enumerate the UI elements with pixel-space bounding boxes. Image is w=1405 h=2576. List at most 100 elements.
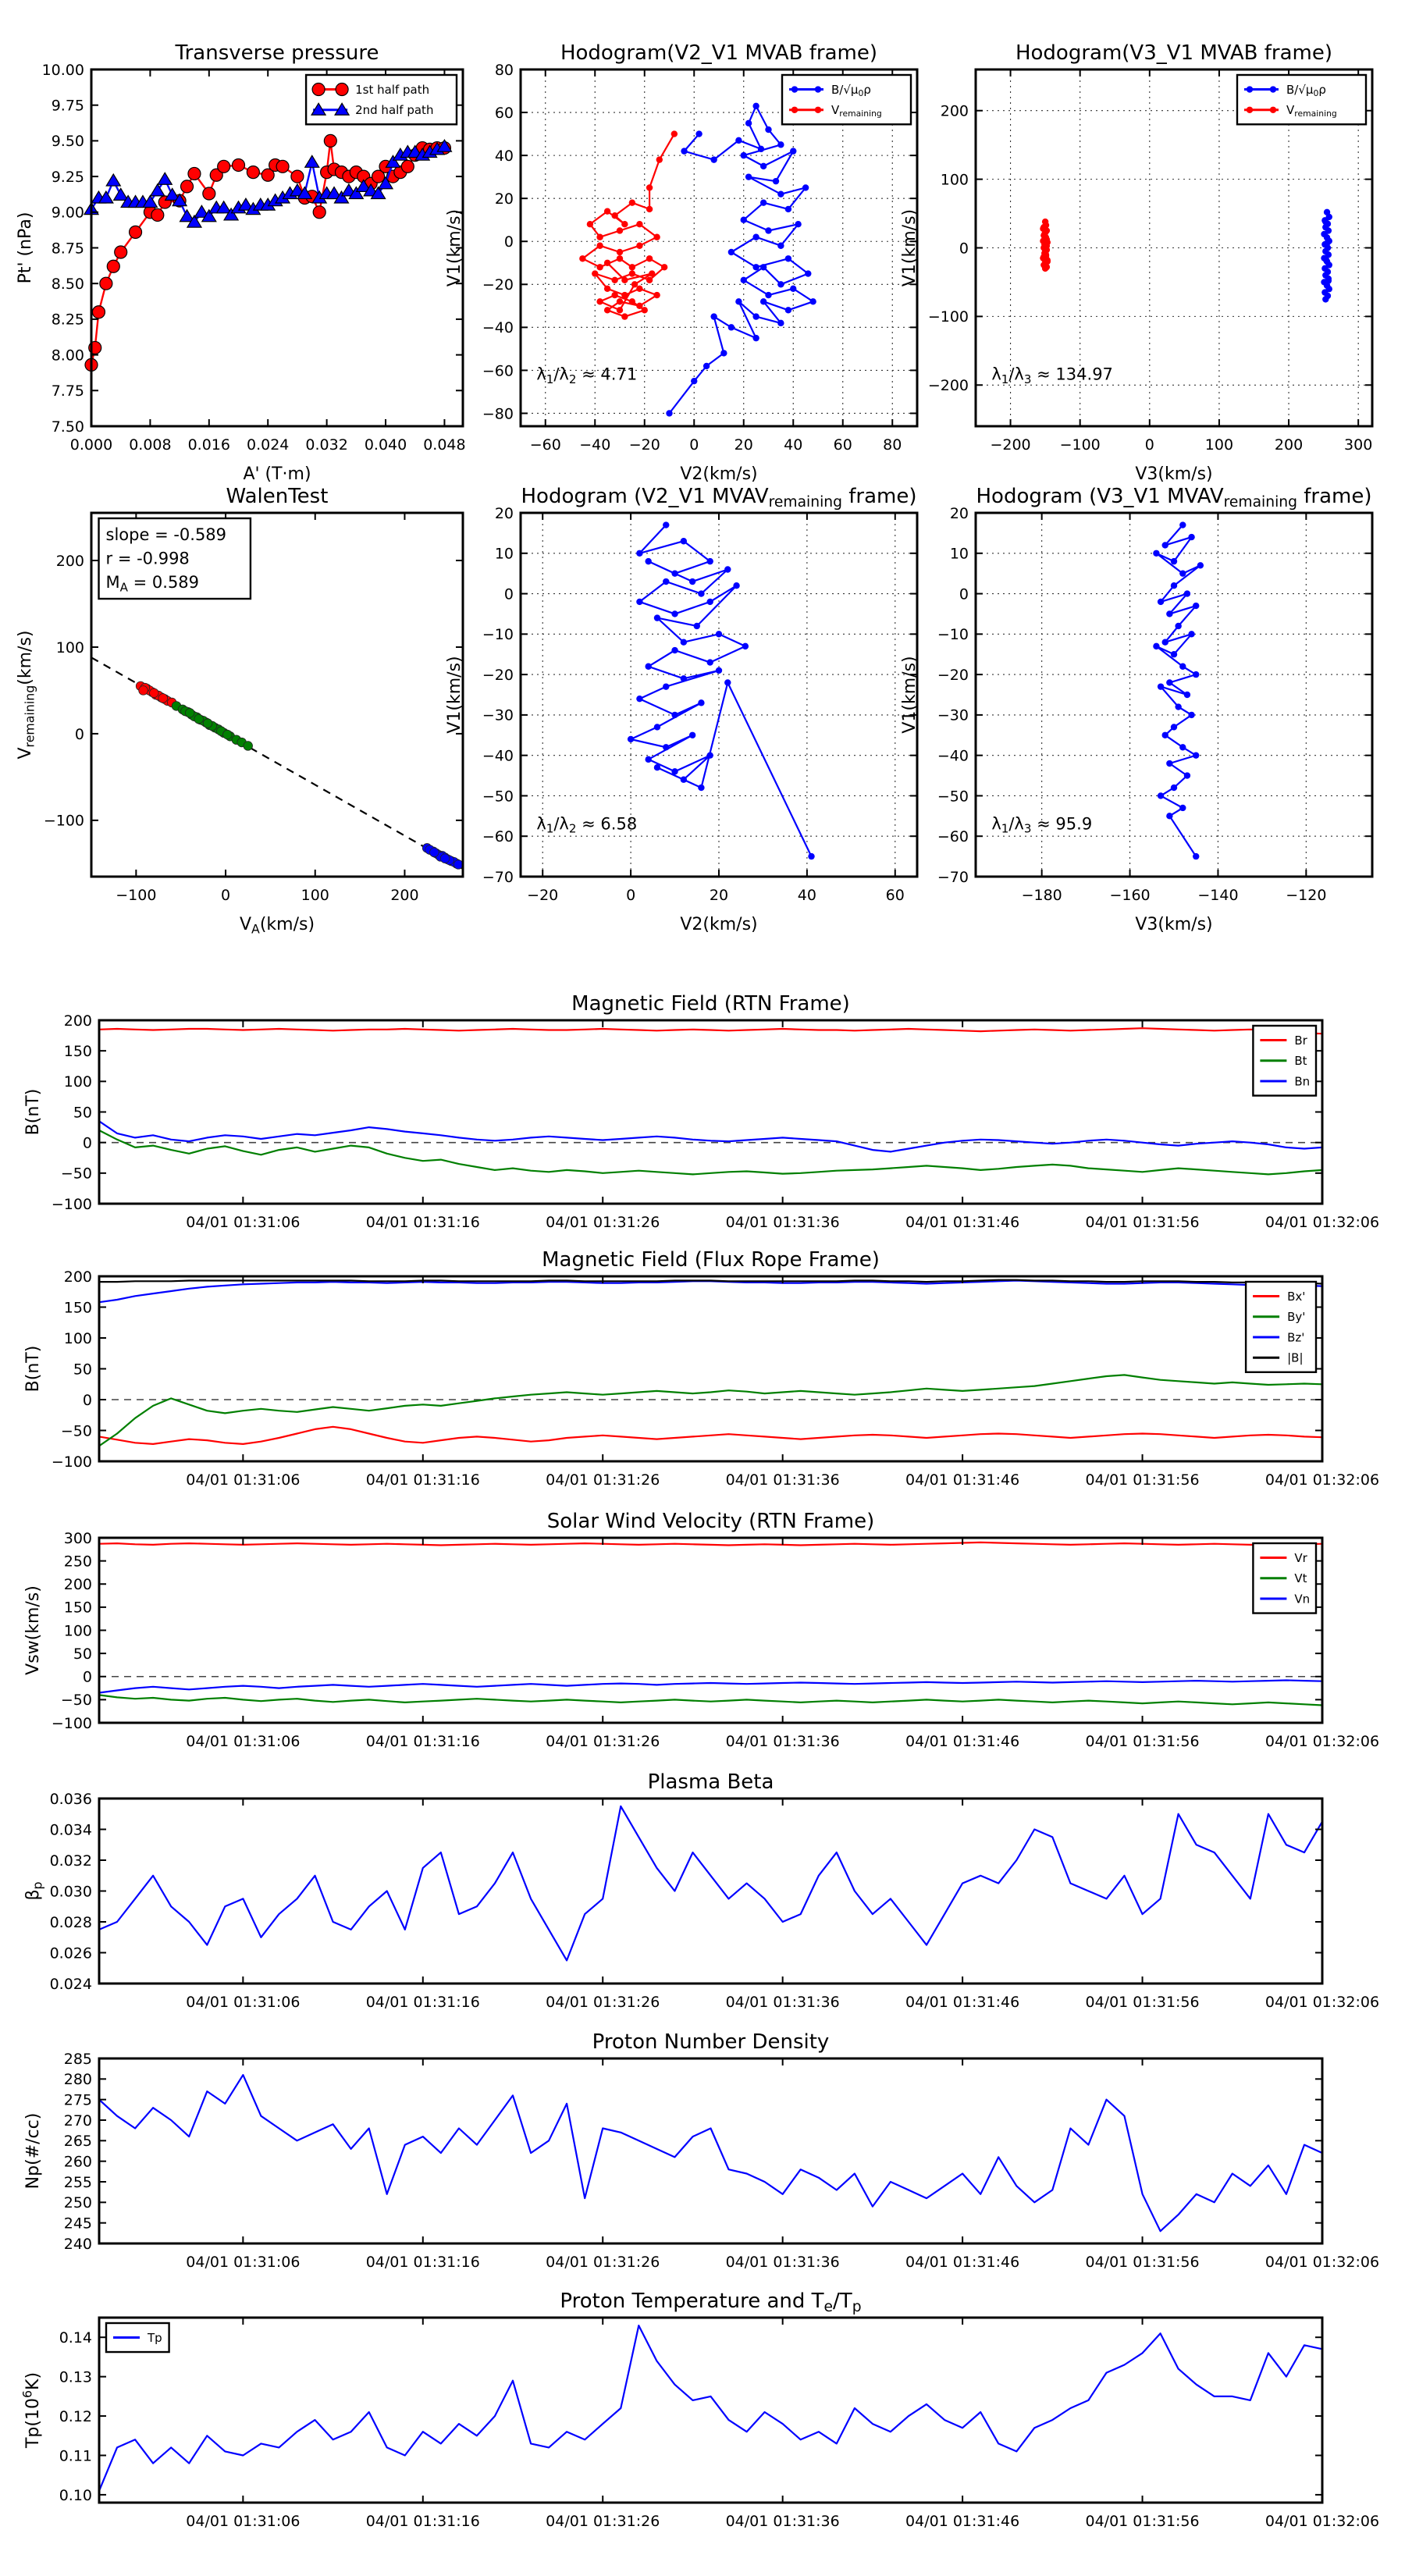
y-tick-label: 200 bbox=[56, 553, 84, 570]
y-tick-label: 240 bbox=[64, 2236, 92, 2253]
marker-dot bbox=[759, 199, 767, 206]
marker-dot bbox=[671, 711, 678, 719]
y-tick-label: −50 bbox=[61, 1422, 92, 1439]
x-tick-label: 0.016 bbox=[188, 436, 230, 454]
marker-dot bbox=[1179, 804, 1186, 812]
marker-dot bbox=[592, 270, 599, 277]
y-tick-label: 0.032 bbox=[50, 1852, 92, 1870]
x-tick-label: 0.032 bbox=[305, 436, 347, 454]
marker-dot bbox=[715, 631, 723, 638]
marker-dot bbox=[1183, 691, 1191, 699]
x-axis-label: V3(km/s) bbox=[1135, 915, 1212, 934]
marker-circle bbox=[151, 208, 165, 222]
marker-dot bbox=[243, 741, 253, 751]
marker-dot bbox=[759, 264, 767, 271]
marker-dot bbox=[680, 675, 688, 682]
y-tick-label: 0.030 bbox=[50, 1883, 92, 1900]
x-tick-label: 04/01 01:31:36 bbox=[726, 1733, 840, 1750]
marker-dot bbox=[1157, 683, 1165, 690]
marker-dot bbox=[752, 334, 759, 342]
legend-label: Br bbox=[1294, 1034, 1307, 1048]
marker-dot bbox=[631, 281, 638, 288]
marker-dot bbox=[628, 298, 636, 305]
marker-triangle bbox=[325, 186, 343, 200]
marker-dot bbox=[688, 578, 696, 585]
marker-dot bbox=[616, 248, 624, 256]
y-tick-label: 0 bbox=[504, 585, 514, 603]
y-tick-label: 10 bbox=[495, 546, 514, 563]
y-tick-label: −20 bbox=[482, 667, 514, 684]
marker-dot bbox=[680, 538, 688, 545]
y-tick-label: −60 bbox=[482, 828, 514, 845]
chart-walen-test: −100 0 100 200 −100 0 100 200 WalenTest VA(km/s) V… bbox=[16, 485, 464, 936]
lambda-ratio-annotation: λ1/λ3 ≈ 134.97 bbox=[991, 365, 1113, 386]
x-tick-label: −100 bbox=[1060, 436, 1101, 454]
marker-dot bbox=[759, 298, 767, 305]
marker-dot bbox=[680, 776, 688, 783]
marker-dot bbox=[706, 557, 713, 565]
marker-dot bbox=[752, 264, 759, 271]
marker-circle bbox=[311, 82, 325, 97]
legend-label: Tp bbox=[147, 2331, 162, 2345]
x-tick-label: 04/01 01:31:56 bbox=[1085, 1471, 1199, 1489]
marker-circle bbox=[276, 159, 290, 173]
marker-dot bbox=[579, 255, 586, 262]
marker-dot bbox=[158, 693, 168, 703]
y-tick-label: −60 bbox=[937, 828, 969, 845]
legend-label: 1st half path bbox=[355, 83, 429, 97]
marker-dot bbox=[702, 362, 710, 370]
y-tick-label: 9.00 bbox=[52, 205, 84, 222]
marker-dot bbox=[660, 264, 668, 271]
y-tick-label: −60 bbox=[482, 362, 514, 379]
marker-dot bbox=[454, 859, 464, 870]
y-tick-label: 10 bbox=[950, 546, 969, 563]
marker-triangle bbox=[149, 183, 165, 197]
x-tick-label: 04/01 01:32:06 bbox=[1265, 1994, 1379, 2011]
y-tick-label: 100 bbox=[64, 1622, 92, 1639]
marker-dot bbox=[611, 276, 618, 283]
y-tick-label: 285 bbox=[64, 2051, 92, 2068]
marker-dot bbox=[1188, 533, 1195, 541]
marker-circle bbox=[261, 168, 275, 182]
axes-frame bbox=[98, 1019, 1324, 1205]
legend-label: B/√μ0ρ bbox=[1286, 83, 1326, 98]
marker-dot bbox=[666, 410, 673, 417]
x-tick-label: 04/01 01:31:56 bbox=[1085, 1214, 1199, 1231]
x-tick-label: 04/01 01:31:06 bbox=[186, 1733, 300, 1750]
marker-dot bbox=[222, 729, 233, 740]
chart-title: Plasma Beta bbox=[648, 1770, 774, 1794]
marker-dot bbox=[695, 130, 702, 137]
marker-dot bbox=[1041, 229, 1049, 237]
legend-label: 2nd half path bbox=[355, 103, 433, 117]
marker-circle bbox=[180, 180, 194, 194]
y-tick-label: 265 bbox=[64, 2133, 92, 2150]
y-tick-label: −100 bbox=[928, 308, 969, 326]
y-tick-label: 0.14 bbox=[59, 2329, 92, 2347]
marker-dot bbox=[733, 582, 740, 589]
y-tick-label: 50 bbox=[73, 1646, 92, 1663]
y-axis-label: Vsw(km/s) bbox=[23, 1585, 43, 1675]
chart-title: Transverse pressure bbox=[175, 41, 379, 65]
y-tick-label: −40 bbox=[482, 319, 514, 336]
marker-dot bbox=[706, 598, 713, 606]
marker-dot bbox=[1193, 852, 1200, 860]
series-Vr bbox=[98, 1541, 1323, 1546]
y-tick-label: 200 bbox=[64, 1268, 92, 1286]
marker-dot bbox=[616, 227, 624, 234]
marker-dot bbox=[1157, 598, 1165, 606]
y-tick-label: −100 bbox=[52, 1196, 92, 1213]
marker-dot bbox=[720, 350, 727, 357]
marker-dot bbox=[641, 307, 648, 314]
marker-circle bbox=[217, 159, 231, 173]
stats-textbox bbox=[98, 517, 252, 600]
marker-triangle bbox=[311, 102, 327, 116]
marker-dot bbox=[1166, 679, 1173, 686]
y-tick-label: 0 bbox=[959, 585, 969, 603]
legend-label: By' bbox=[1287, 1310, 1305, 1324]
x-tick-label: 04/01 01:31:16 bbox=[366, 1471, 480, 1489]
marker-dot bbox=[1188, 631, 1195, 638]
marker-dot bbox=[603, 208, 611, 215]
marker-dot bbox=[628, 270, 636, 277]
marker-dot bbox=[1170, 724, 1178, 731]
x-tick-label: 20 bbox=[735, 436, 753, 454]
